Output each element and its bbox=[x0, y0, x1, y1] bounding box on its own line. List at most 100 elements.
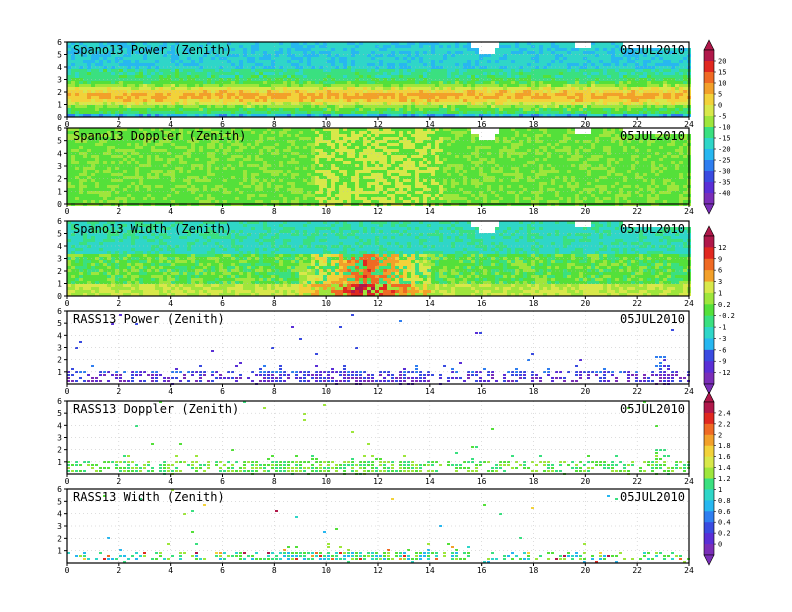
colorbar-segment bbox=[704, 423, 714, 436]
colorbar-segment bbox=[704, 50, 714, 62]
y-tick-label: 6 bbox=[57, 397, 62, 406]
x-tick-label: 0 bbox=[65, 477, 70, 486]
x-tick-label: 18 bbox=[529, 566, 539, 575]
x-tick-label: 2 bbox=[116, 299, 121, 308]
colorbar-segment bbox=[704, 127, 714, 139]
x-tick-label: 4 bbox=[168, 477, 173, 486]
heatmap-cells bbox=[67, 314, 690, 385]
colorbar-2: 12 9 6 3 1 0.2 -0.2 -1 -3 -6 -9 -12 bbox=[703, 225, 735, 395]
colorbar-segment bbox=[704, 138, 714, 150]
colorbar-segment bbox=[704, 94, 714, 106]
heatmap-cells bbox=[67, 128, 691, 206]
y-tick-label: 3 bbox=[57, 255, 62, 264]
panel-date: 05JUL2010 bbox=[620, 43, 685, 57]
x-tick-label: 22 bbox=[632, 299, 642, 308]
x-tick-label: 10 bbox=[321, 387, 331, 396]
x-tick-label: 12 bbox=[373, 477, 383, 486]
x-tick-label: 14 bbox=[425, 566, 435, 575]
x-tick-label: 4 bbox=[168, 299, 173, 308]
x-tick-label: 20 bbox=[581, 207, 591, 216]
colorbar-segment bbox=[704, 434, 714, 447]
colorbar-label: 15 bbox=[718, 69, 726, 77]
colorbar-label: 1.2 bbox=[718, 475, 731, 483]
x-tick-label: 2 bbox=[116, 207, 121, 216]
x-tick-label: 14 bbox=[425, 299, 435, 308]
y-tick-label: 5 bbox=[57, 319, 62, 328]
y-tick-label: 4 bbox=[57, 242, 62, 251]
x-tick-label: 10 bbox=[321, 299, 331, 308]
y-tick-label: 3 bbox=[57, 76, 62, 85]
panel-date: 05JUL2010 bbox=[620, 490, 685, 504]
colorbar-label: 10 bbox=[718, 80, 726, 88]
x-tick-label: 2 bbox=[116, 566, 121, 575]
x-tick-label: 18 bbox=[529, 207, 539, 216]
x-tick-label: 8 bbox=[272, 566, 277, 575]
x-tick-label: 2 bbox=[116, 120, 121, 129]
panel-date: 05JUL2010 bbox=[620, 312, 685, 326]
colorbar-segment bbox=[704, 338, 714, 351]
x-tick-label: 20 bbox=[581, 566, 591, 575]
x-tick-label: 10 bbox=[321, 120, 331, 129]
x-tick-label: 6 bbox=[220, 477, 225, 486]
x-tick-label: 8 bbox=[272, 387, 277, 396]
colorbar-label: -20 bbox=[718, 146, 731, 154]
y-tick-label: 2 bbox=[57, 175, 62, 184]
panel-title: RASS13 Power (Zenith) bbox=[73, 312, 225, 326]
y-tick-label: 1 bbox=[57, 101, 62, 110]
grid-lines bbox=[67, 42, 689, 117]
x-tick-label: 2 bbox=[116, 477, 121, 486]
colorbar-segment bbox=[704, 467, 714, 479]
colorbar-label: 2.2 bbox=[718, 420, 731, 428]
x-tick-label: 22 bbox=[632, 477, 642, 486]
colorbar-segment bbox=[704, 304, 714, 317]
colorbar-segment bbox=[704, 258, 714, 271]
colorbar-segment bbox=[704, 402, 714, 414]
y-tick-label: 1 bbox=[57, 547, 62, 556]
x-tick-label: 16 bbox=[477, 120, 487, 129]
x-tick-label: 10 bbox=[321, 477, 331, 486]
colorbar-segment bbox=[704, 72, 714, 84]
panel-date: 05JUL2010 bbox=[620, 129, 685, 143]
colorbar-label: -5 bbox=[718, 113, 726, 121]
x-tick-label: 22 bbox=[632, 387, 642, 396]
colorbar-label: 1.4 bbox=[718, 464, 731, 472]
x-tick-label: 24 bbox=[684, 477, 694, 486]
colorbar-segment bbox=[704, 292, 714, 305]
colorbar-label: 0.2 bbox=[718, 301, 731, 309]
y-tick-label: 5 bbox=[57, 51, 62, 60]
heatmap-cells bbox=[67, 489, 690, 563]
x-tick-label: 10 bbox=[321, 566, 331, 575]
x-tick-label: 22 bbox=[632, 120, 642, 129]
colorbar-segment bbox=[704, 315, 714, 328]
panel-title: Spano13 Width (Zenith) bbox=[73, 222, 232, 236]
colorbar-label: -10 bbox=[718, 124, 731, 132]
colorbar-segment bbox=[704, 193, 714, 205]
colorbar-segment bbox=[704, 522, 714, 534]
x-tick-label: 20 bbox=[581, 120, 591, 129]
colorbar-label: -40 bbox=[718, 190, 731, 198]
x-tick-label: 24 bbox=[684, 207, 694, 216]
grid-lines bbox=[67, 221, 689, 296]
colorbar-min-arrow bbox=[703, 554, 715, 566]
colorbar-segment bbox=[704, 61, 714, 73]
colorbar-label: -9 bbox=[718, 358, 726, 366]
colorbar-label: 12 bbox=[718, 244, 726, 252]
colorbar-segment bbox=[704, 478, 714, 490]
x-tick-label: 0 bbox=[65, 387, 70, 396]
panel-date: 05JUL2010 bbox=[620, 402, 685, 416]
x-tick-label: 14 bbox=[425, 120, 435, 129]
x-tick-label: 24 bbox=[684, 387, 694, 396]
colorbar-segment bbox=[704, 456, 714, 469]
colorbar-label: 2 bbox=[718, 431, 722, 439]
colorbar-label: -25 bbox=[718, 157, 731, 165]
colorbar-label: 0 bbox=[718, 102, 722, 110]
x-tick-label: 0 bbox=[65, 299, 70, 308]
colorbar-segment bbox=[704, 270, 714, 283]
x-tick-label: 16 bbox=[477, 299, 487, 308]
x-tick-label: 10 bbox=[321, 207, 331, 216]
x-tick-label: 6 bbox=[220, 566, 225, 575]
x-tick-label: 8 bbox=[272, 299, 277, 308]
